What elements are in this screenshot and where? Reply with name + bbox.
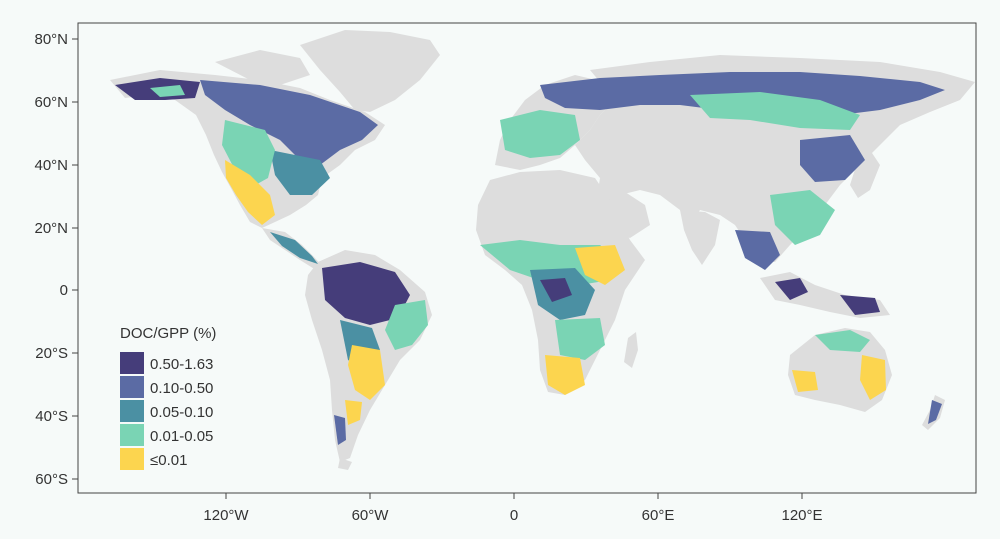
lat-tick-label: 40°N — [34, 157, 68, 174]
australia-west-yellow — [792, 370, 818, 392]
africa-east-yellow — [575, 245, 625, 285]
south-tip-shape — [338, 458, 352, 470]
na-southwest-dry — [225, 160, 275, 225]
lon-tick-label: 60°W — [352, 507, 390, 524]
na-east-region — [270, 150, 330, 195]
sa-patagonia-yellow — [345, 400, 362, 425]
legend-label: 0.05-0.10 — [150, 404, 213, 421]
lat-tick-label: 40°S — [35, 408, 68, 425]
lat-tick-label: 20°N — [34, 220, 68, 237]
amazon-region — [322, 262, 410, 325]
east-asia-green — [770, 190, 835, 245]
sa-chile-blue — [334, 415, 346, 445]
lon-tick-label: 0 — [510, 507, 518, 524]
legend-swatch — [120, 376, 144, 398]
na-boreal-region — [200, 80, 378, 165]
madagascar-shape — [624, 332, 638, 368]
new-guinea-dark — [840, 295, 880, 315]
siberia-green — [690, 92, 860, 130]
indonesia-dark — [775, 278, 808, 300]
na-central-green — [222, 120, 275, 188]
nz-blue — [928, 400, 942, 424]
lat-tick-label: 60°S — [35, 471, 68, 488]
legend-label: 0.50-1.63 — [150, 356, 213, 373]
lat-tick-label: 20°S — [35, 345, 68, 362]
lat-tick-label: 60°N — [34, 94, 68, 111]
europe-west-green — [500, 110, 580, 158]
na-alaska-green — [150, 85, 185, 97]
lat-axis — [72, 38, 78, 480]
doc-gpp-overlay — [115, 72, 945, 445]
sa-east-green — [385, 300, 428, 350]
legend-label: 0.01-0.05 — [150, 428, 213, 445]
australia-north-green — [815, 330, 870, 352]
sa-dry-yellow — [348, 345, 385, 400]
africa-south-yellow — [545, 355, 585, 395]
legend-swatch — [120, 400, 144, 422]
lon-axis — [225, 493, 803, 499]
legend: DOC/GPP (%) 0.50-1.63 0.10-0.50 0.05-0.1… — [120, 325, 216, 470]
central-america-region — [270, 232, 318, 264]
legend-swatch — [120, 424, 144, 446]
se-asia-blue — [735, 230, 780, 270]
africa-congo-dark — [540, 278, 572, 302]
lon-tick-label: 120°E — [781, 507, 822, 524]
lon-tick-label: 60°E — [642, 507, 675, 524]
east-asia-blue — [800, 135, 865, 182]
legend-title: DOC/GPP (%) — [120, 325, 216, 342]
lat-tick-label: 0 — [60, 282, 68, 299]
legend-swatch — [120, 352, 144, 374]
lat-tick-label: 80°N — [34, 31, 68, 48]
greenland-shape — [300, 30, 440, 112]
lon-tick-label: 120°W — [203, 507, 249, 524]
africa-south-green — [555, 318, 605, 360]
legend-label: 0.10-0.50 — [150, 380, 213, 397]
legend-label: ≤0.01 — [150, 452, 187, 469]
australia-east-yellow — [860, 355, 886, 400]
arctic-islands-shape — [215, 50, 310, 85]
india-shape — [680, 210, 720, 265]
legend-swatch — [120, 448, 144, 470]
